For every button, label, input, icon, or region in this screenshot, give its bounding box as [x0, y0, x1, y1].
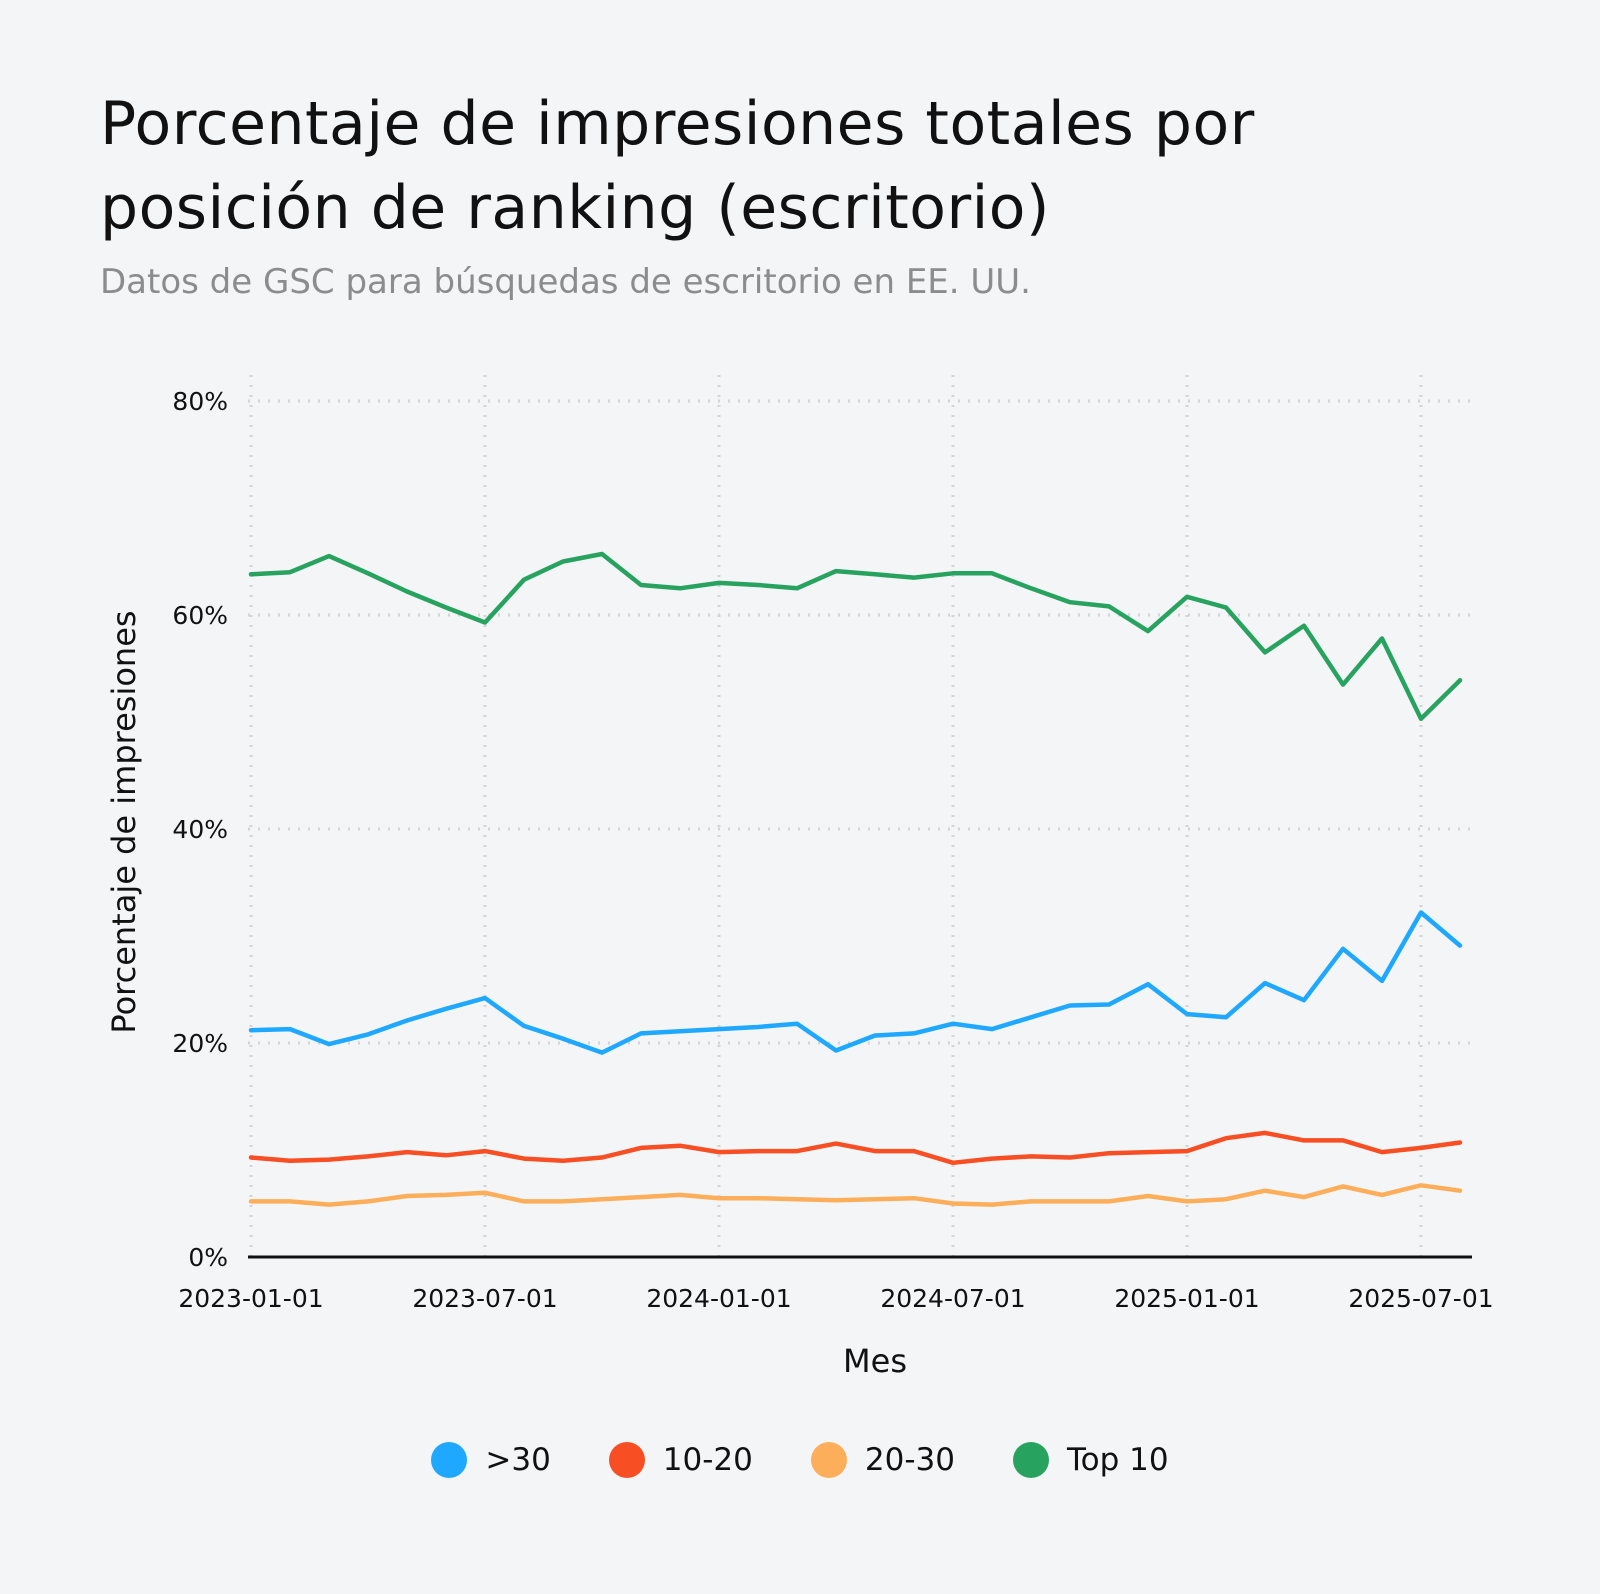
y-tick-label: 40%: [172, 815, 228, 844]
series-lines: [248, 551, 1463, 1207]
y-axis-label: Porcentaje de impresiones: [105, 610, 143, 1033]
legend-marker-icon: [608, 1442, 645, 1478]
x-tick-label: 2025-01-01: [1114, 1284, 1259, 1313]
series-line-20-30: [248, 1183, 1463, 1207]
legend: >30 10-20 20-30 Top 10: [0, 1442, 1600, 1478]
y-ticks: 0% 20% 40% 60% 80%: [172, 387, 228, 1272]
x-tick-label: 2023-07-01: [412, 1284, 557, 1313]
y-tick-label: 20%: [172, 1029, 228, 1058]
legend-item: 10-20: [608, 1442, 753, 1478]
series-line-top-10: [248, 551, 1463, 722]
y-tick-label: 0%: [188, 1243, 228, 1272]
x-ticks: 2023-01-01 2023-07-01 2024-01-01 2024-07-01…: [178, 1284, 1493, 1313]
legend-label: 20-30: [864, 1442, 955, 1478]
legend-marker-icon: [431, 1442, 468, 1478]
legend-label: >30: [485, 1442, 551, 1478]
series-line-30: [248, 910, 1463, 1055]
legend-marker-icon: [1012, 1442, 1049, 1478]
x-axis-label: Mes: [843, 1342, 907, 1380]
x-tick-label: 2024-07-01: [880, 1284, 1025, 1313]
grid: [248, 375, 1472, 1259]
x-tick-label: 2023-01-01: [178, 1284, 323, 1313]
legend-item: >30: [431, 1442, 551, 1478]
x-tick-label: 2025-07-01: [1348, 1284, 1493, 1313]
legend-marker-icon: [810, 1442, 847, 1478]
chart-subtitle: Datos de GSC para búsquedas de escritori…: [100, 262, 1031, 302]
y-tick-label: 80%: [172, 387, 228, 416]
legend-item: 20-30: [810, 1442, 955, 1478]
x-tick-label: 2024-01-01: [646, 1284, 791, 1313]
chart-title: Porcentaje de impresiones totales por po…: [100, 89, 1255, 243]
legend-label: Top 10: [1066, 1442, 1169, 1478]
legend-label: 10-20: [662, 1442, 753, 1478]
series-line-10-20: [248, 1130, 1463, 1166]
y-tick-label: 60%: [172, 601, 228, 630]
legend-item: Top 10: [1012, 1442, 1169, 1478]
